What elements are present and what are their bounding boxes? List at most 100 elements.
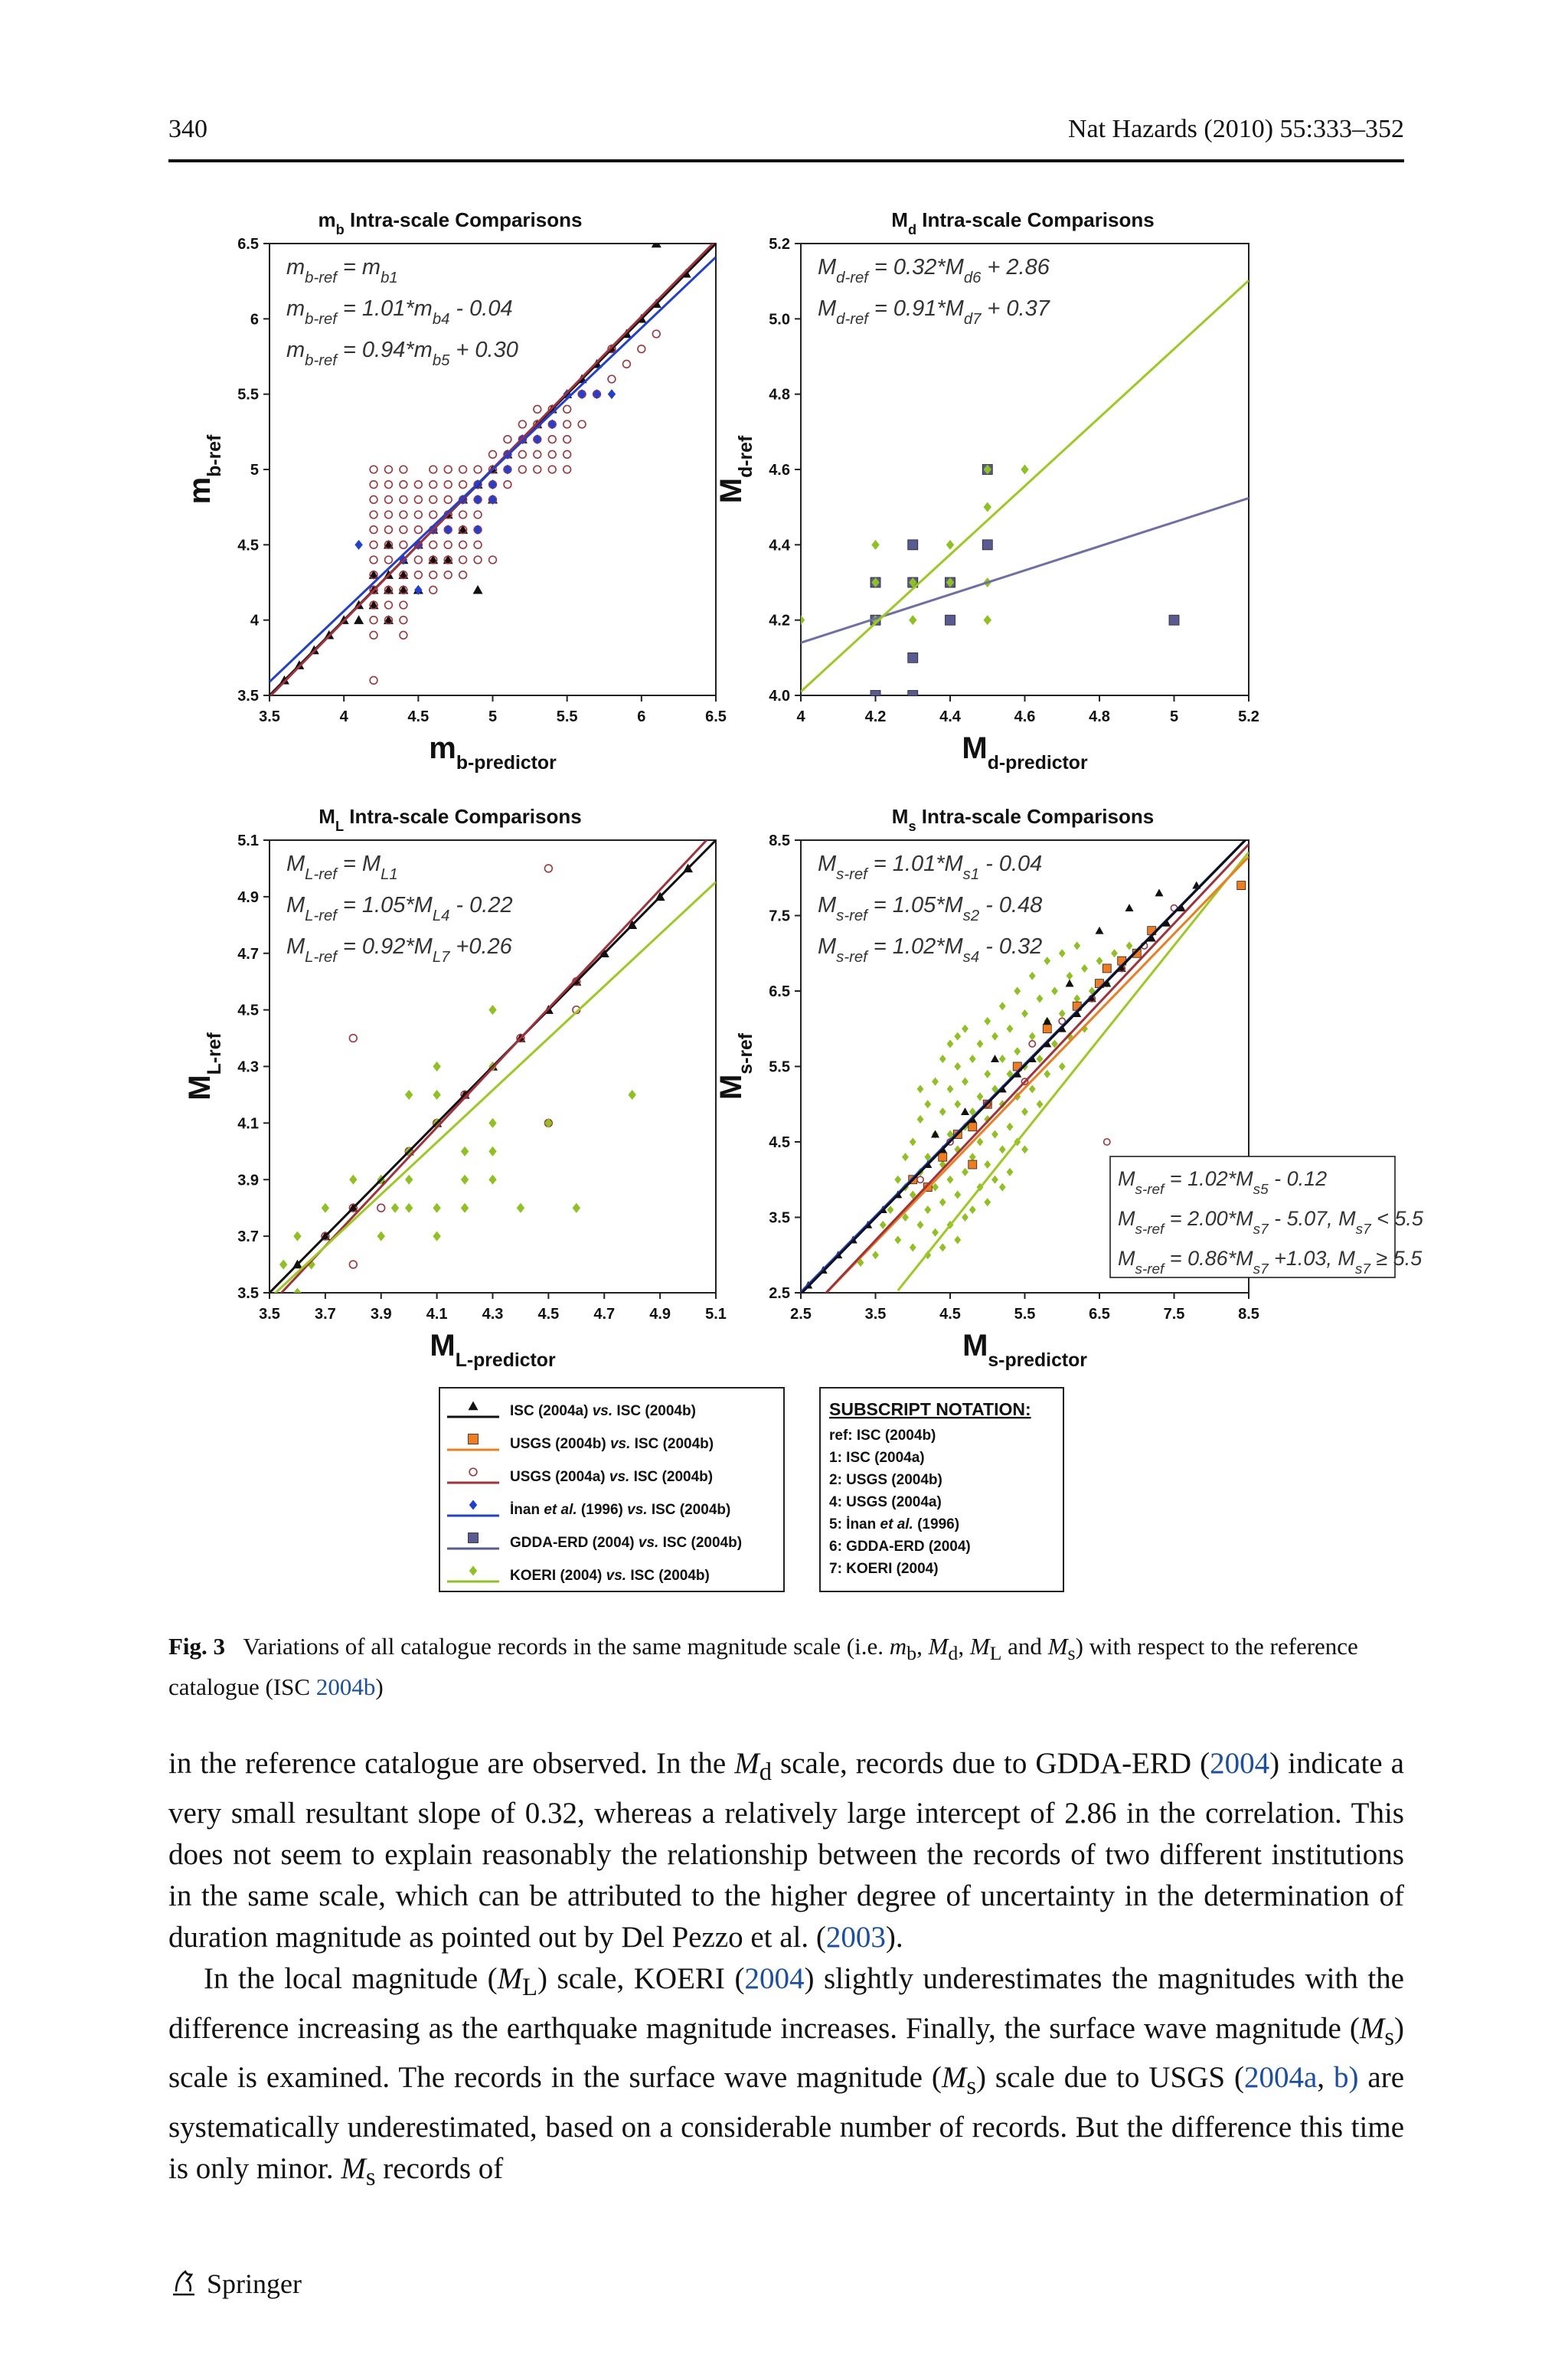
data-point	[384, 615, 394, 625]
x-axis-label: mb-predictor	[429, 731, 557, 774]
citation-link[interactable]: 2004	[1210, 1747, 1270, 1780]
data-point	[473, 510, 482, 519]
legend-marker	[468, 1532, 479, 1543]
data-point	[369, 495, 378, 505]
data-point	[909, 577, 917, 587]
regression-equation: Md-ref = 0.32*Md6 + 2.86	[818, 255, 1050, 286]
data-point	[1058, 1009, 1066, 1019]
chart-panel-4: Ms Intra-scale Comparisons 2.5 3.5 4.5 5.5 6.…	[714, 805, 1424, 1371]
data-point	[369, 465, 378, 474]
data-point	[548, 419, 557, 430]
caption-citation-link[interactable]: 2004b	[315, 1673, 376, 1701]
legend-entry: GDDA-ERD (2004) vs. ISC (2004b)	[447, 1532, 742, 1551]
text-run: ) slightly underestimates the magnitudes…	[168, 1961, 1404, 2045]
data-point	[984, 1198, 991, 1207]
data-point	[870, 690, 881, 695]
data-point	[924, 1205, 932, 1215]
data-point	[1102, 1138, 1111, 1146]
data-point	[413, 495, 423, 505]
data-point	[652, 329, 661, 339]
data-point	[1036, 1100, 1044, 1109]
data-point	[533, 465, 542, 474]
data-point	[503, 434, 512, 444]
data-point	[460, 1174, 469, 1185]
legend-label: ISC (2004a) vs. ISC (2004b)	[510, 1403, 696, 1419]
data-point	[894, 1235, 902, 1245]
data-point	[369, 630, 378, 640]
data-point	[909, 1243, 916, 1252]
data-point	[991, 1175, 998, 1184]
y-tick-label: 6.5	[237, 236, 259, 253]
regression-equation: ML-ref = 1.05*ML4 - 0.22	[286, 893, 513, 924]
data-point	[991, 1055, 999, 1063]
data-point	[369, 555, 378, 564]
data-point	[976, 1039, 984, 1048]
notation-item: 7: KOERI (2004)	[829, 1561, 939, 1577]
text-run: in the reference catalogue are observed.…	[168, 1747, 735, 1780]
data-point	[637, 344, 646, 354]
data-point	[871, 539, 880, 550]
data-point	[369, 540, 378, 550]
y-tick-label: 4.2	[769, 613, 790, 630]
paragraph-2: In the local magnitude (ML) scale, KOERI…	[168, 1958, 1404, 2198]
data-point	[976, 1092, 984, 1101]
data-point	[399, 615, 408, 625]
citation-link[interactable]: b)	[1333, 2061, 1359, 2095]
data-point	[472, 584, 483, 594]
data-point	[458, 555, 468, 564]
y-tick-label: 4.0	[769, 688, 790, 705]
y-axis-label: ML-ref	[183, 1032, 225, 1101]
legend-marker	[468, 1434, 479, 1444]
data-point	[1043, 1016, 1052, 1025]
x-tick-label: 4.3	[482, 1306, 504, 1323]
data-point	[413, 479, 423, 489]
header-rule	[168, 159, 1404, 162]
data-point	[902, 1213, 909, 1222]
data-point	[383, 584, 394, 594]
data-point	[518, 465, 528, 474]
data-point	[443, 495, 452, 505]
data-point	[429, 570, 438, 580]
citation-link[interactable]: 2004	[744, 1961, 805, 1995]
regression-equation: mb-ref = mb1	[286, 255, 398, 286]
notation-title: SUBSCRIPT NOTATION:	[829, 1399, 1031, 1419]
data-point	[801, 615, 805, 626]
text-run: M	[941, 2061, 967, 2095]
data-point	[939, 1107, 946, 1117]
publisher-footer: Springer	[168, 2267, 302, 2300]
caption-text-1: Variations of all catalogue records in t…	[243, 1633, 890, 1660]
text-run: records of	[375, 2152, 504, 2186]
data-point	[931, 1130, 939, 1138]
data-point	[460, 1146, 469, 1156]
data-point	[1111, 949, 1118, 958]
data-point	[544, 864, 554, 873]
data-point	[909, 1137, 916, 1146]
data-point	[907, 652, 919, 663]
y-tick-label: 4	[250, 613, 260, 630]
springer-horse-icon	[173, 2270, 194, 2296]
data-point	[572, 1202, 581, 1213]
legend-label: İnan et al. (1996) vs. ISC (2004b)	[510, 1502, 730, 1518]
data-point	[384, 600, 394, 610]
text-run: ) scale is examined. The records in the …	[168, 2011, 1404, 2095]
data-point	[433, 1231, 441, 1241]
plot-content	[270, 840, 716, 1293]
data-point	[293, 1231, 302, 1241]
data-point	[991, 1130, 998, 1139]
data-point	[443, 540, 452, 550]
data-point	[1036, 994, 1044, 1003]
data-point	[998, 1055, 1006, 1064]
data-point	[938, 1152, 948, 1162]
data-point	[628, 1089, 636, 1100]
citation-link[interactable]: 2003	[825, 1920, 886, 1954]
legend-marker	[469, 1500, 478, 1510]
data-point	[429, 495, 438, 505]
regression-equation: Ms-ref = 1.01*Ms1 - 0.04	[818, 852, 1042, 883]
data-point	[962, 1024, 969, 1033]
y-axis-label: Ms-ref	[714, 1032, 756, 1100]
citation-link[interactable]: 2004a	[1243, 2061, 1318, 2095]
x-tick-label: 6	[637, 708, 645, 725]
data-point	[404, 1174, 413, 1185]
data-point	[458, 479, 468, 489]
